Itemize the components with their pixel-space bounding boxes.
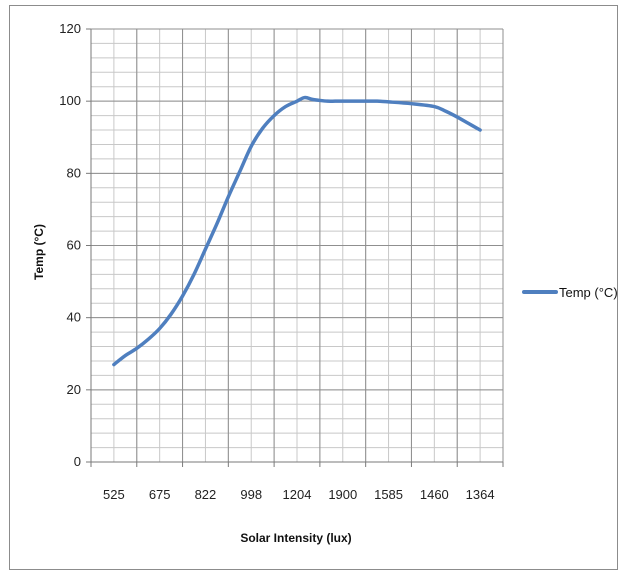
y-tick-label: 120: [59, 21, 81, 36]
x-tick-label: 822: [195, 487, 217, 502]
x-tick-label: 1204: [283, 487, 312, 502]
y-tick-label: 40: [67, 310, 81, 325]
series-layer: [112, 95, 482, 367]
x-tick-label: 1900: [328, 487, 357, 502]
axes: [86, 28, 504, 467]
y-tick-label: 100: [59, 93, 81, 108]
series-line-temp: [112, 95, 482, 367]
x-tick-label: 1460: [420, 487, 449, 502]
legend-label: Temp (°C): [559, 285, 618, 300]
y-tick-label: 80: [67, 165, 81, 180]
x-tick-label: 998: [240, 487, 262, 502]
x-tick-labels: 525 675 822 998 1204 1900 1585 1460 1364: [103, 487, 495, 502]
y-axis-title: Temp (°C): [32, 224, 46, 280]
y-tick-label: 20: [67, 382, 81, 397]
x-axis-title: Solar Intensity (lux): [240, 531, 351, 545]
y-tick-label: 0: [74, 454, 81, 469]
y-tick-labels: 0 20 40 60 80 100 120: [59, 21, 81, 469]
x-tick-label: 675: [149, 487, 171, 502]
x-tick-label: 1585: [374, 487, 403, 502]
x-tick-label: 1364: [466, 487, 495, 502]
x-tick-label: 525: [103, 487, 125, 502]
legend: Temp (°C): [522, 285, 618, 300]
y-tick-label: 60: [67, 238, 81, 253]
